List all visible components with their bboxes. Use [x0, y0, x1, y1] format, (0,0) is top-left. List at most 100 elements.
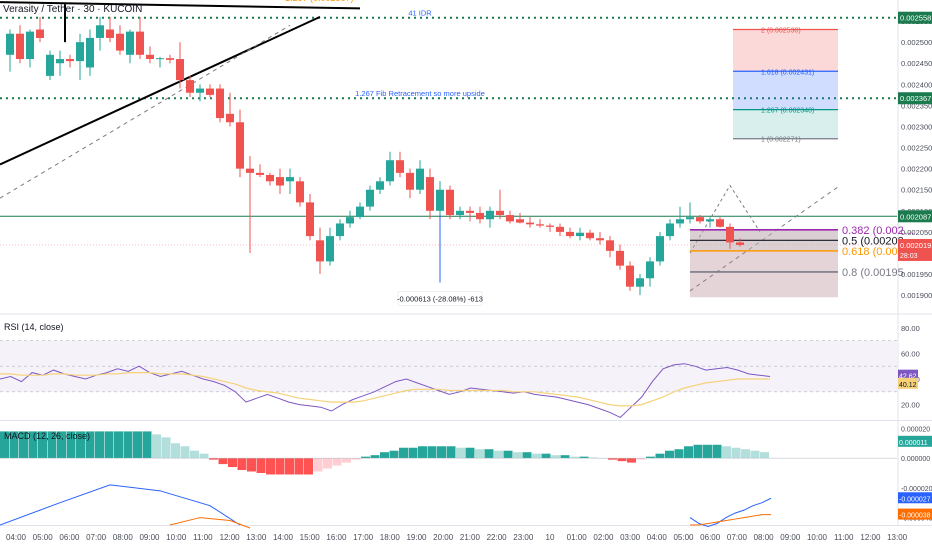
macd-histogram-bar [256, 458, 266, 473]
macd-histogram-bar [123, 431, 133, 459]
candle-body [666, 223, 674, 237]
candle-body [376, 181, 384, 190]
candle-body [236, 122, 244, 169]
macd-value-text: -0.000027 [899, 496, 931, 503]
macd-histogram-bar [304, 458, 313, 475]
time-tick-label: 12:00 [220, 533, 241, 542]
time-tick-label: 18:00 [380, 533, 401, 542]
candle-body [416, 168, 424, 190]
macd-histogram-bar [627, 458, 636, 463]
time-tick-label: 08:00 [754, 533, 775, 542]
candle-body [366, 189, 374, 207]
symbol-title: Verasity / Tether · 30 · KUCOIN [3, 4, 143, 15]
macd-histogram-bar [655, 453, 665, 459]
candle-body [616, 250, 624, 266]
macd-histogram-bar [513, 452, 522, 459]
time-tick-label: 03:00 [620, 533, 641, 542]
macd-histogram-bar [313, 458, 323, 472]
candle-body [126, 31, 134, 55]
macd-histogram-bar [237, 458, 247, 471]
time-tick-label: 09:00 [139, 533, 160, 542]
price-tick-label: 0.002350 [901, 101, 932, 110]
macd-histogram-bar [608, 458, 617, 460]
macd-hist-text: 0.000011 [899, 440, 928, 447]
candle-body [536, 224, 544, 226]
macd-histogram-bar [750, 450, 760, 459]
time-tick-label: 16:00 [326, 533, 347, 542]
rsi-ma-line [0, 372, 770, 407]
trendline-support [0, 15, 321, 166]
macd-histogram-bar [646, 456, 655, 459]
macd-histogram-bar [389, 450, 399, 459]
macd-histogram-bar [332, 458, 342, 466]
fib-extension-label: 1.267 (0.002340) [761, 108, 814, 115]
candle-body [526, 222, 534, 225]
candle-body [16, 33, 24, 60]
candle-body [386, 160, 394, 182]
candle-body [196, 88, 204, 93]
time-tick-label: 19:00 [406, 533, 427, 542]
macd-histogram-bar [617, 458, 627, 462]
signal-value-text: -0.000038 [899, 513, 931, 520]
macd-histogram-bar [95, 431, 104, 459]
candle-body [46, 54, 54, 76]
level-label: 41 IDR [408, 9, 432, 18]
macd-histogram-bar [503, 450, 513, 459]
rsi-tick-label: 20.00 [901, 401, 920, 410]
candle-body [266, 174, 274, 182]
price-axis-tag [898, 92, 932, 105]
macd-histogram-bar [541, 453, 551, 459]
macd-histogram-bar [28, 431, 38, 459]
candle-body [646, 261, 654, 279]
rsi-tick-label: 60.00 [901, 349, 920, 358]
candle-body [76, 42, 84, 62]
price-axis-tag-text: 0.002367 [900, 94, 931, 103]
price-axis-tag-text: 0.002087 [900, 212, 931, 221]
macd-histogram-bar [57, 431, 66, 459]
candle-body [706, 219, 714, 222]
signal-value-tag [898, 508, 932, 520]
time-tick-label: 13:00 [887, 533, 908, 542]
candle-body [726, 226, 734, 243]
macd-hist-tag [898, 435, 932, 447]
macd-histogram-bar [76, 431, 85, 459]
time-tick-label: 04:00 [6, 533, 27, 542]
time-tick-label: 08:00 [113, 533, 134, 542]
price-tick-label: 0.001900 [901, 291, 932, 300]
macd-histogram-bar [684, 446, 693, 459]
candle-body [456, 210, 464, 216]
rsi-value-tag [898, 369, 918, 381]
candle-body [446, 189, 454, 216]
macd-histogram-bar [85, 431, 95, 459]
candle-body [696, 217, 704, 222]
candle-body [206, 88, 214, 95]
dashed-projection [689, 185, 841, 292]
price-axis-tag [898, 210, 932, 223]
macd-histogram-bar [247, 458, 256, 472]
candle-body [96, 25, 104, 38]
macd-histogram-bar [408, 447, 418, 459]
fib-extension-label: 2 (0.002530) [761, 28, 801, 35]
macd-histogram-bar [228, 458, 237, 468]
candle-body [656, 236, 664, 262]
time-tick-label: 02:00 [593, 533, 614, 542]
rsi-title: RSI (14, close) [4, 322, 64, 332]
candle-body [576, 232, 584, 237]
macd-histogram-bar [171, 443, 180, 459]
time-tick-label: 05:00 [673, 533, 694, 542]
signal-line [169, 517, 251, 529]
macd-histogram-bar [323, 458, 332, 469]
price-tick-label: 0.002050 [901, 228, 932, 237]
rsi-band [0, 340, 897, 392]
candle-body [116, 33, 124, 51]
candle-body [356, 206, 364, 218]
candle-body [146, 54, 154, 60]
price-axis-tag [898, 11, 932, 24]
candle-body [186, 80, 194, 93]
candle-body [546, 225, 554, 227]
macd-histogram-bar [722, 446, 731, 459]
current-price-tag [898, 238, 932, 261]
macd-histogram-bar [104, 431, 114, 459]
macd-histogram-bar [161, 437, 171, 459]
